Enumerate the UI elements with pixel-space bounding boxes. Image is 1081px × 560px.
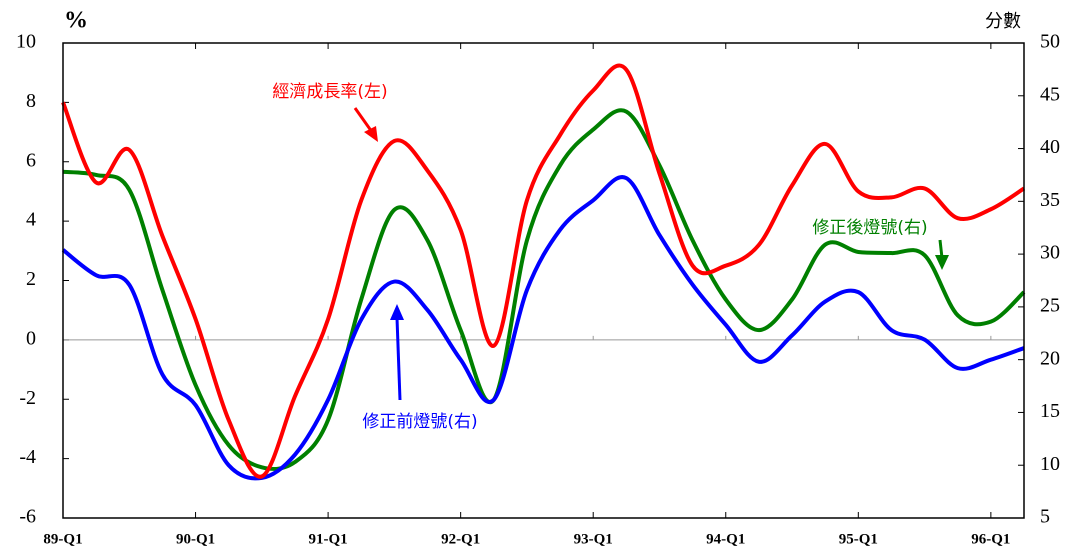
annotation: 修正前燈號(右) [362, 412, 477, 432]
y-tick-label: 8 [26, 90, 36, 112]
y2-tick-label: 25 [1040, 294, 1060, 316]
x-tick-label: 96-Q1 [971, 531, 1010, 547]
y2-axis-label: 分數 [985, 11, 1021, 32]
x-tick-label: 93-Q1 [574, 531, 613, 547]
y2-tick-label: 50 [1040, 31, 1060, 53]
y-tick-label: -2 [19, 387, 36, 409]
x-tick-label: 89-Q1 [43, 531, 82, 547]
y2-tick-label: 35 [1040, 189, 1060, 211]
series-line [61, 63, 1026, 479]
x-tick-label: 91-Q1 [309, 531, 348, 547]
x-tick-label: 95-Q1 [839, 531, 878, 547]
y-tick-label: -6 [19, 506, 36, 528]
y2-tick-label: 10 [1040, 453, 1060, 475]
series-line [61, 175, 1025, 481]
y-tick-label: -4 [19, 446, 36, 468]
plot-frame [62, 42, 1025, 519]
annotation: 經濟成長率(左) [272, 82, 387, 102]
y-tick-label: 2 [26, 268, 36, 290]
y2-tick-label: 30 [1040, 242, 1060, 264]
x-tick-label: 90-Q1 [176, 531, 215, 547]
y2-tick-label: 45 [1040, 83, 1060, 105]
arrows [353, 107, 949, 401]
y2-tick-label: 20 [1040, 347, 1060, 369]
x-tick-label: 92-Q1 [441, 531, 480, 547]
y2-tick-label: 15 [1040, 400, 1060, 422]
y-tick-label: 6 [26, 149, 36, 171]
y-tick-label: 10 [16, 31, 36, 53]
x-tick-label: 94-Q1 [706, 531, 745, 547]
y2-tick-label: 5 [1040, 506, 1050, 528]
y-tick-label: 0 [26, 327, 36, 349]
y-tick-label: 4 [26, 209, 36, 231]
y2-tick-label: 40 [1040, 136, 1060, 158]
series-line [62, 108, 1026, 471]
y-axis-label: % [64, 8, 88, 34]
annotation: 修正後燈號(右) [812, 218, 927, 238]
